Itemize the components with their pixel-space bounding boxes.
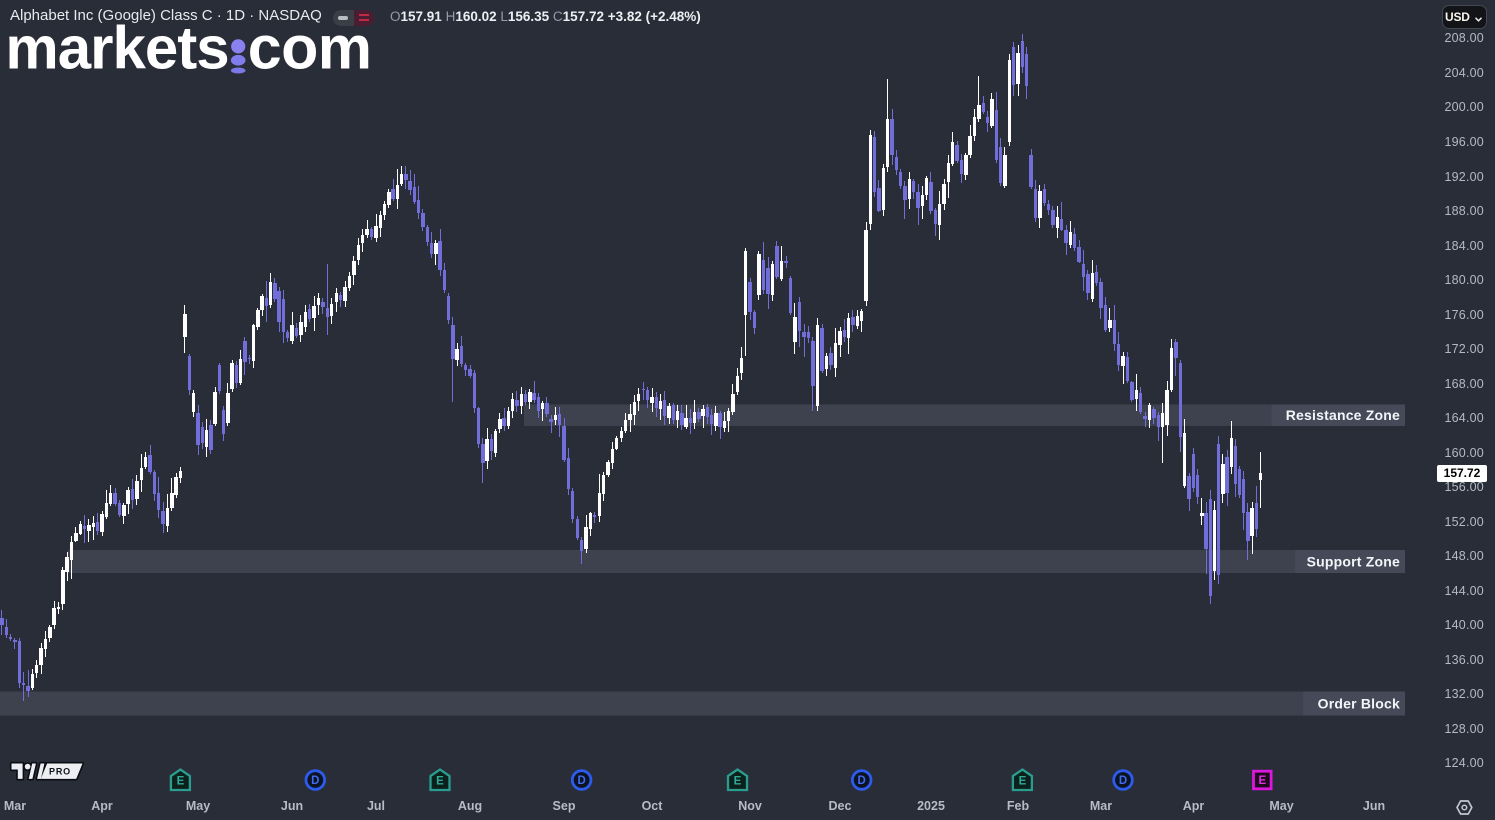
svg-text:E: E — [1258, 775, 1266, 787]
svg-text:D: D — [858, 775, 866, 787]
svg-text:D: D — [577, 775, 585, 787]
svg-text:2025: 2025 — [917, 799, 945, 813]
svg-text:Mar: Mar — [1090, 799, 1112, 813]
svg-text:Feb: Feb — [1007, 799, 1030, 813]
svg-text:D: D — [311, 775, 319, 787]
svg-text:Apr: Apr — [91, 799, 113, 813]
svg-text:E: E — [436, 776, 444, 788]
svg-text:Order Block: Order Block — [1318, 696, 1400, 712]
svg-text:PRO: PRO — [49, 767, 71, 777]
svg-text:Jun: Jun — [281, 799, 303, 813]
svg-text:May: May — [186, 799, 210, 813]
svg-text:com: com — [248, 20, 372, 78]
svg-text:Nov: Nov — [738, 799, 762, 813]
svg-text:D: D — [1119, 775, 1127, 787]
svg-text:markets: markets — [8, 20, 229, 78]
svg-text:Support Zone: Support Zone — [1307, 554, 1400, 570]
svg-text:E: E — [1019, 776, 1027, 788]
svg-text:May: May — [1269, 799, 1293, 813]
svg-text:Jun: Jun — [1363, 799, 1385, 813]
svg-text:Dec: Dec — [829, 799, 852, 813]
svg-text:Mar: Mar — [4, 799, 26, 813]
svg-text:E: E — [734, 776, 742, 788]
svg-text:Resistance Zone: Resistance Zone — [1286, 407, 1400, 423]
svg-text:Aug: Aug — [458, 799, 482, 813]
svg-text:Apr: Apr — [1183, 799, 1205, 813]
svg-text:Sep: Sep — [553, 799, 576, 813]
svg-text:Oct: Oct — [642, 799, 664, 813]
svg-text:E: E — [177, 776, 185, 788]
svg-text:Jul: Jul — [367, 799, 385, 813]
